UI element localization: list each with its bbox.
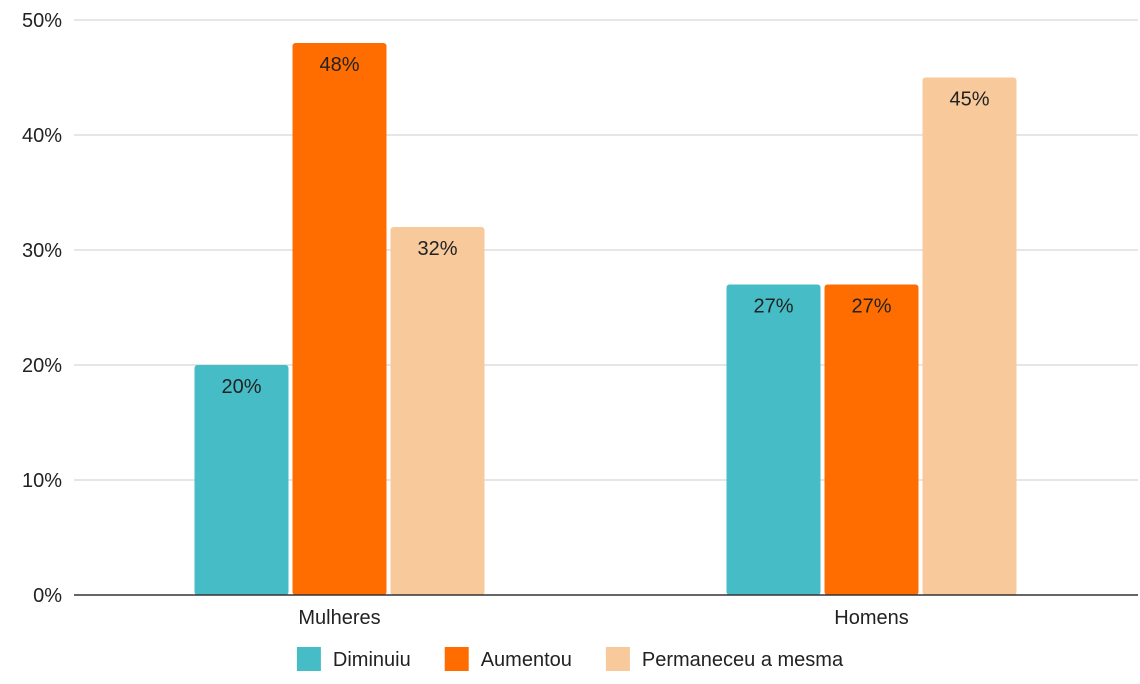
legend-swatch-permaneceu-a-mesma bbox=[605, 647, 630, 671]
data-label: 27% bbox=[753, 296, 793, 318]
y-tick-label: 40% bbox=[22, 125, 62, 147]
legend-swatch-aumentou bbox=[444, 647, 469, 671]
y-tick-label: 0% bbox=[33, 585, 62, 607]
legend-label-permaneceu-a-mesma: Permaneceu a mesma bbox=[642, 649, 844, 671]
x-tick-label: Mulheres bbox=[298, 607, 380, 629]
axes: 0% 10% 20% 30% 40% 50% Mulheres Homens bbox=[22, 10, 1138, 629]
x-tick-label: Homens bbox=[834, 607, 908, 629]
data-label: 20% bbox=[221, 376, 261, 398]
y-tick-label: 20% bbox=[22, 355, 62, 377]
data-label: 27% bbox=[851, 296, 891, 318]
legend-swatch-diminuiu bbox=[296, 647, 321, 671]
bar-permaneceu-a-mesma-mulheres bbox=[390, 227, 485, 595]
data-label: 32% bbox=[417, 238, 457, 260]
legend-label-diminuiu: Diminuiu bbox=[333, 649, 411, 671]
bar-aumentou-homens bbox=[824, 284, 919, 595]
bars bbox=[194, 43, 1017, 595]
data-label: 45% bbox=[949, 89, 989, 111]
y-tick-label: 10% bbox=[22, 470, 62, 492]
data-label: 48% bbox=[319, 54, 359, 76]
y-tick-label: 50% bbox=[22, 10, 62, 32]
legend: Diminuiu Aumentou Permaneceu a mesma bbox=[296, 647, 844, 671]
legend-label-aumentou: Aumentou bbox=[481, 649, 572, 671]
data-labels: 20% 48% 32% 27% 27% 45% bbox=[221, 54, 989, 398]
bar-aumentou-mulheres bbox=[292, 43, 387, 595]
y-tick-label: 30% bbox=[22, 240, 62, 262]
bar-diminuiu-homens bbox=[726, 284, 821, 595]
bar-permaneceu-a-mesma-homens bbox=[922, 77, 1017, 595]
bar-diminuiu-mulheres bbox=[194, 365, 289, 595]
